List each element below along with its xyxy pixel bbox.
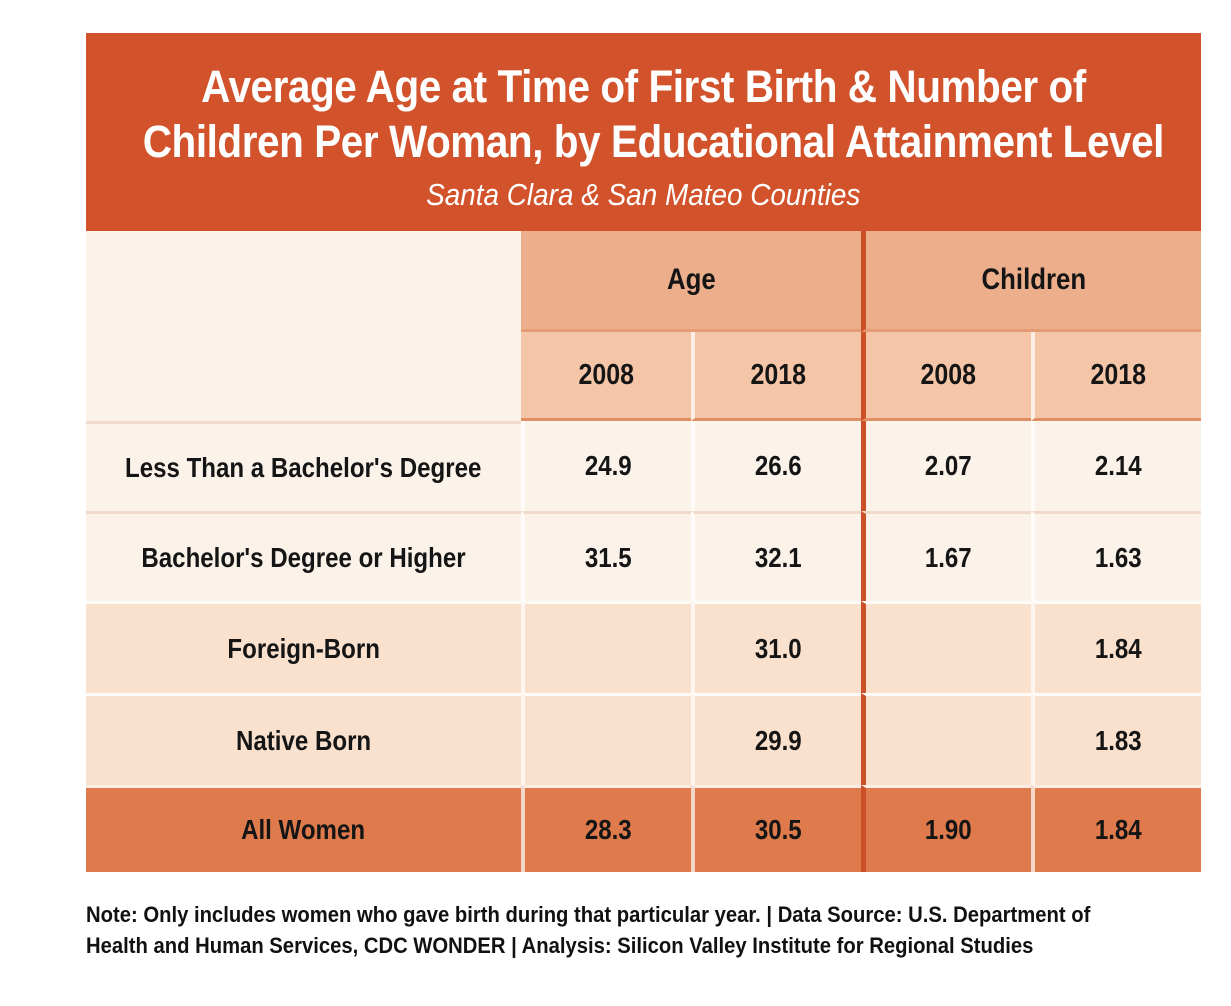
figure-title-line1: Average Age at Time of First Birth & Num…	[86, 59, 1201, 114]
year-header-age-2018: 2018	[691, 332, 861, 421]
cell-children-2008: 1.67	[861, 511, 1031, 601]
year-header-age-2008: 2008	[521, 332, 691, 421]
group-header-age: Age	[521, 231, 861, 332]
figure-title-line1-text: Average Age at Time of First Birth & Num…	[201, 61, 1086, 112]
cell-children-2018: 1.84	[1031, 601, 1201, 693]
row-label: Bachelor's Degree or Higher	[86, 511, 521, 601]
cell-age-2008: 31.5	[521, 511, 691, 601]
cell-children-2008: 1.90	[861, 785, 1031, 872]
cell-children-2018: 2.14	[1031, 421, 1201, 511]
cell-age-2018: 30.5	[691, 785, 861, 872]
cell-children-2018: 1.83	[1031, 693, 1201, 785]
figure-subtitle: Santa Clara & San Mateo Counties	[86, 175, 1201, 215]
cell-age-2008: 28.3	[521, 785, 691, 872]
cell-children-2008	[861, 693, 1031, 785]
cell-age-2008	[521, 601, 691, 693]
figure-title-line2: Children Per Woman, by Educational Attai…	[86, 114, 1201, 169]
footnote-line2: Health and Human Services, CDC WONDER | …	[86, 933, 1034, 958]
table-figure: Average Age at Time of First Birth & Num…	[86, 33, 1201, 872]
title-banner: Average Age at Time of First Birth & Num…	[86, 33, 1201, 231]
year-header-children-2018: 2018	[1031, 332, 1201, 421]
cell-children-2018: 1.63	[1031, 511, 1201, 601]
cell-age-2018: 32.1	[691, 511, 861, 601]
year-header-children-2008: 2008	[861, 332, 1031, 421]
corner-blank-cell	[86, 231, 521, 421]
figure-title-line2-text: Children Per Woman, by Educational Attai…	[142, 116, 1165, 167]
figure-subtitle-text: Santa Clara & San Mateo Counties	[426, 177, 861, 212]
data-table: Age Children 2008 2018 2008 2018 Less Th…	[86, 231, 1201, 872]
footnote-line1: Note: Only includes women who gave birth…	[86, 902, 1091, 927]
row-label-total: All Women	[86, 785, 521, 872]
cell-age-2018: 26.6	[691, 421, 861, 511]
cell-children-2018: 1.84	[1031, 785, 1201, 872]
footnote: Note: Only includes women who gave birth…	[86, 899, 1226, 961]
cell-age-2018: 31.0	[691, 601, 861, 693]
cell-age-2008	[521, 693, 691, 785]
row-label: Foreign-Born	[86, 601, 521, 693]
row-label: Less Than a Bachelor's Degree	[86, 421, 521, 511]
cell-children-2008	[861, 601, 1031, 693]
cell-age-2008: 24.9	[521, 421, 691, 511]
cell-children-2008: 2.07	[861, 421, 1031, 511]
cell-age-2018: 29.9	[691, 693, 861, 785]
row-label: Native Born	[86, 693, 521, 785]
group-header-children: Children	[861, 231, 1201, 332]
